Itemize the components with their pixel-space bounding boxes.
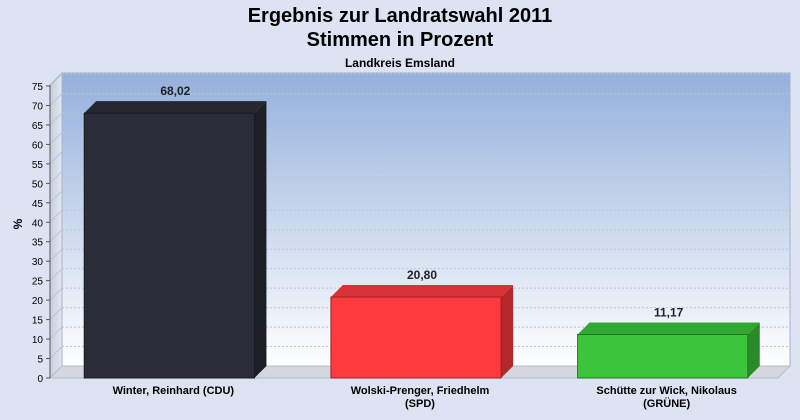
bar-side: [747, 322, 760, 378]
y-tick-label: 65: [32, 121, 44, 132]
gridline-wall: [49, 132, 63, 145]
gridline-wall: [49, 209, 63, 223]
bar-front: [577, 334, 749, 379]
y-tick-label: 20: [32, 296, 44, 307]
y-tick-label: 75: [32, 82, 44, 93]
data-label: 68,02: [160, 84, 190, 98]
y-axis-title: %: [11, 218, 25, 229]
gridline-wall: [49, 268, 63, 282]
y-tick-label: 70: [32, 101, 44, 112]
y-tick-label: 0: [37, 374, 43, 385]
gridline-wall: [49, 287, 63, 301]
x-category-label: Wolski-Prenger, Friedhelm: [351, 385, 490, 397]
chart-subtitle: Stimmen in Prozent: [306, 29, 494, 51]
chart-region-label: Landkreis Emsland: [344, 56, 456, 70]
gridline-wall: [49, 190, 63, 204]
chart-title: Ergebnis zur Landratswahl 2011: [247, 5, 553, 27]
bar-front: [330, 296, 502, 379]
gridline-wall: [49, 326, 63, 340]
y-tick-label: 30: [32, 257, 44, 268]
y-tick-label: 55: [32, 160, 44, 171]
gridline-wall: [49, 346, 63, 359]
gridline-wall: [49, 248, 63, 262]
bar: [577, 322, 760, 379]
bar-side: [501, 285, 514, 378]
gridline-wall: [49, 307, 63, 320]
gridline-wall: [49, 229, 63, 243]
y-tick-label: 10: [32, 335, 44, 346]
y-tick-label: 60: [32, 140, 44, 151]
y-tick-label: 15: [32, 316, 44, 327]
y-tick-label: 5: [37, 355, 43, 366]
gridline-wall: [49, 170, 63, 184]
chart-titles: Ergebnis zur Landratswahl 2011 Stimmen i…: [0, 0, 800, 70]
data-label: 20,80: [407, 268, 437, 282]
y-tick-label: 35: [32, 238, 44, 249]
bar-top: [330, 285, 514, 298]
x-category-label: Winter, Reinhard (CDU): [113, 385, 235, 397]
bar: [83, 101, 267, 379]
bar-front: [83, 112, 255, 379]
y-tick-label: 50: [32, 179, 44, 190]
y-tick-label: 40: [32, 218, 44, 229]
bar-top: [84, 101, 267, 114]
gridline-wall: [49, 73, 63, 87]
x-category-label: (GRÜNE): [643, 397, 690, 410]
gridline-wall: [49, 112, 63, 126]
x-category-label: (SPD): [405, 398, 435, 410]
bar-side: [254, 101, 267, 378]
bar-top: [577, 322, 760, 335]
bar: [330, 285, 514, 379]
gridline-wall: [49, 151, 63, 165]
y-tick-label: 45: [32, 199, 44, 210]
x-category-label: Schütte zur Wick, Nikolaus: [596, 385, 737, 397]
y-tick-label: 25: [32, 277, 44, 288]
data-label: 11,17: [654, 306, 684, 320]
gridline-wall: [49, 93, 63, 106]
